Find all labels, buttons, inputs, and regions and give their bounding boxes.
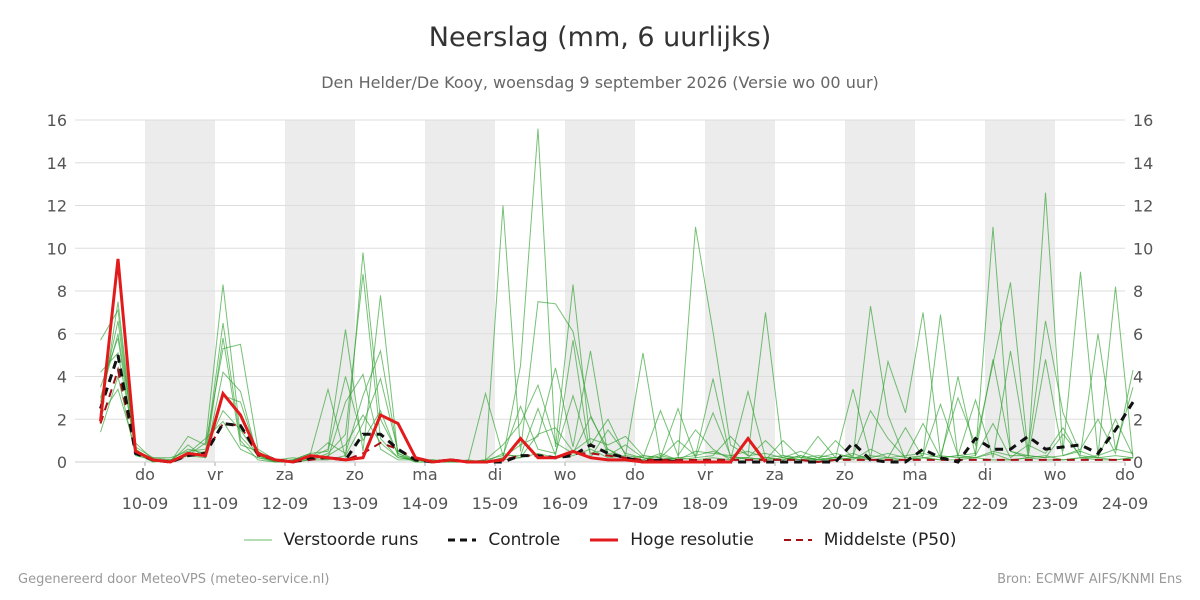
x-tick-date: 16-09 [542, 494, 589, 513]
y-tick-label-left: 8 [57, 282, 67, 301]
x-tick-date: 18-09 [682, 494, 729, 513]
x-tick-date: 15-09 [472, 494, 519, 513]
y-tick-label-left: 6 [57, 325, 67, 344]
x-tick-day: za [766, 465, 784, 484]
x-tick-day: do [135, 465, 155, 484]
x-tick-date: 20-09 [822, 494, 869, 513]
x-tick-date: 17-09 [612, 494, 659, 513]
footer-generated-by: Gegenereerd door MeteoVPS (meteo-service… [18, 572, 330, 587]
y-tick-label-left: 4 [57, 368, 67, 387]
x-tick-day: vr [697, 465, 713, 484]
legend-label-perturbed-runs: Verstoorde runs [283, 530, 419, 550]
x-tick-day: ma [902, 465, 927, 484]
x-tick-day: wo [554, 465, 577, 484]
x-tick-day: do [625, 465, 645, 484]
x-tick-date: 11-09 [192, 494, 239, 513]
y-tick-label-left: 12 [47, 197, 67, 216]
y-tick-label-right: 16 [1133, 111, 1153, 130]
y-tick-label-right: 14 [1133, 154, 1153, 173]
y-tick-label-right: 8 [1133, 282, 1143, 301]
legend-swatch-control [448, 538, 477, 542]
y-tick-label-left: 2 [57, 410, 67, 429]
y-tick-label-right: 4 [1133, 368, 1143, 387]
x-tick-day: di [488, 465, 503, 484]
y-tick-label-right: 0 [1133, 453, 1143, 472]
x-tick-date: 23-09 [1032, 494, 1079, 513]
y-tick-label-right: 2 [1133, 410, 1143, 429]
x-tick-date: 19-09 [752, 494, 799, 513]
y-tick-label-right: 6 [1133, 325, 1143, 344]
x-tick-date: 13-09 [332, 494, 379, 513]
chart-subtitle: Den Helder/De Kooy, woensdag 9 september… [321, 73, 879, 92]
series-high-resolution [99, 258, 767, 464]
x-tick-day: zo [836, 465, 854, 484]
legend-swatch-median [783, 539, 812, 541]
y-tick-label-right: 12 [1133, 197, 1153, 216]
series-perturbed-run [100, 349, 1134, 463]
legend-item-control: Controle [448, 530, 560, 550]
y-tick-label-left: 0 [57, 453, 67, 472]
y-tick-label-left: 14 [47, 154, 67, 173]
x-tick-date: 21-09 [892, 494, 939, 513]
x-tick-date: 24-09 [1102, 494, 1149, 513]
legend-label-high-resolution: Hoge resolutie [630, 530, 754, 550]
x-tick-date: 10-09 [122, 494, 169, 513]
legend-item-median: Middelste (P50) [783, 530, 957, 550]
x-tick-day: vr [207, 465, 223, 484]
x-tick-day: di [978, 465, 993, 484]
x-tick-date: 14-09 [402, 494, 449, 513]
legend-label-control: Controle [488, 530, 561, 550]
y-tick-label-right: 10 [1133, 239, 1153, 258]
chart-title: Neerslag (mm, 6 uurlijks) [428, 22, 772, 53]
x-tick-day: wo [1044, 465, 1067, 484]
x-tick-day: do [1115, 465, 1135, 484]
legend-label-median: Middelste (P50) [823, 530, 957, 550]
y-tick-label-left: 10 [47, 239, 67, 258]
y-tick-label-left: 16 [47, 111, 67, 130]
chart-legend: Verstoorde runs Controle Hoge resolutie … [0, 530, 1200, 550]
legend-item-perturbed-runs: Verstoorde runs [243, 530, 419, 550]
legend-swatch-perturbed-runs [243, 539, 272, 541]
x-tick-day: ma [412, 465, 437, 484]
legend-item-high-resolution: Hoge resolutie [590, 530, 754, 550]
x-tick-day: za [276, 465, 294, 484]
x-tick-day: zo [346, 465, 364, 484]
x-tick-date: 22-09 [962, 494, 1009, 513]
footer-source: Bron: ECMWF AIFS/KNMI Ens [997, 572, 1182, 587]
legend-swatch-high-resolution [590, 538, 619, 542]
x-tick-date: 12-09 [262, 494, 309, 513]
